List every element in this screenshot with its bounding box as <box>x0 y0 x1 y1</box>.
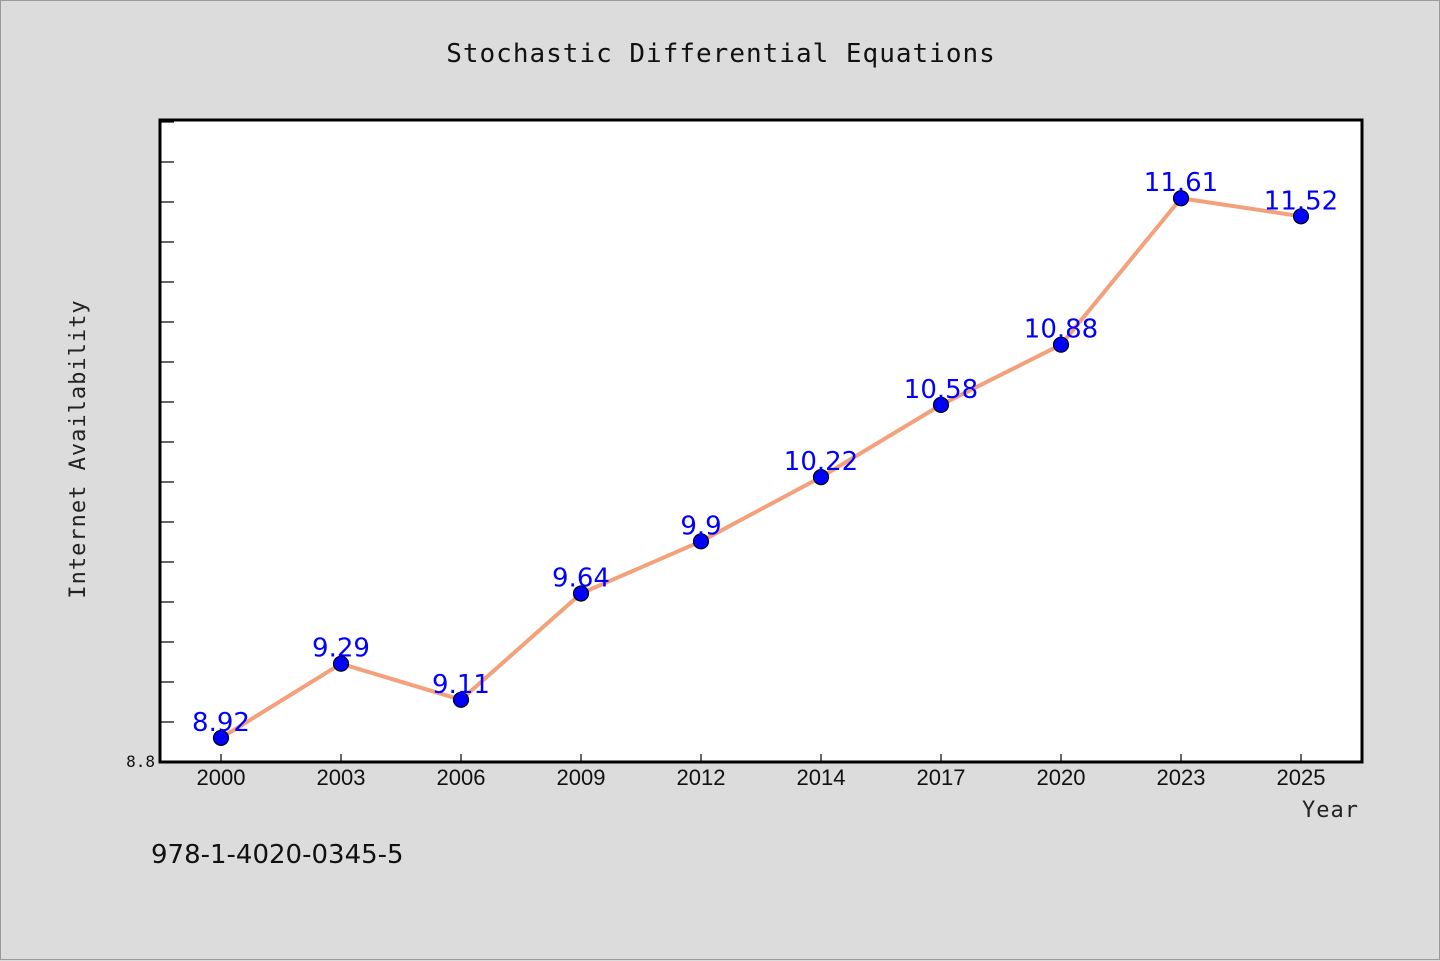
series-line <box>219 196 1303 740</box>
x-axis-ticks <box>220 754 1302 762</box>
x-axis-tick-labels: 2000 2003 2006 2009 2012 2014 2017 2020 2023 2025 <box>197 765 1326 790</box>
data-label: 10.22 <box>784 447 858 477</box>
data-point <box>212 729 230 747</box>
x-tick-label: 2017 <box>917 765 966 790</box>
x-tick-label: 2000 <box>197 765 246 790</box>
x-tick-label: 2020 <box>1037 765 1086 790</box>
data-label: 11.61 <box>1144 168 1218 198</box>
data-label: 9.29 <box>312 634 370 664</box>
data-point <box>812 469 830 486</box>
data-label: 10.88 <box>1024 315 1098 345</box>
data-label: 11.52 <box>1264 186 1338 216</box>
data-point <box>1052 336 1070 353</box>
data-point <box>1172 190 1190 207</box>
x-axis-label: Year <box>1302 798 1359 823</box>
x-tick-label: 2025 <box>1277 765 1326 790</box>
data-point <box>452 691 470 708</box>
chart-title: Stochastic Differential Equations <box>446 39 996 69</box>
x-tick-label: 2006 <box>437 765 486 790</box>
data-point <box>932 396 950 413</box>
data-label: 9.9 <box>680 511 721 541</box>
data-label: 8.92 <box>192 708 250 738</box>
series-layer: 8.92 9.29 9.11 9.64 9.9 10.22 10.58 10.88 11.61 1… <box>192 168 1338 747</box>
data-label: 9.64 <box>552 563 610 593</box>
data-label: 10.58 <box>904 375 978 405</box>
x-tick-label: 2012 <box>677 765 726 790</box>
x-tick-label: 2014 <box>797 765 846 790</box>
x-tick-label: 2023 <box>1157 765 1206 790</box>
data-label: 9.11 <box>432 670 490 700</box>
data-point <box>1292 208 1310 225</box>
y-axis-label: Internet Availability <box>66 299 91 598</box>
plot-area <box>158 118 1364 764</box>
data-point <box>332 655 350 672</box>
isbn-text: 978-1-4020-0345-5 <box>151 840 404 870</box>
y-axis-ticks <box>160 121 174 763</box>
x-tick-label: 2003 <box>317 765 366 790</box>
data-point <box>572 585 590 602</box>
data-point <box>692 533 710 550</box>
x-tick-label: 2009 <box>557 765 606 790</box>
y-axis-min-label: 8.8 <box>126 752 155 771</box>
